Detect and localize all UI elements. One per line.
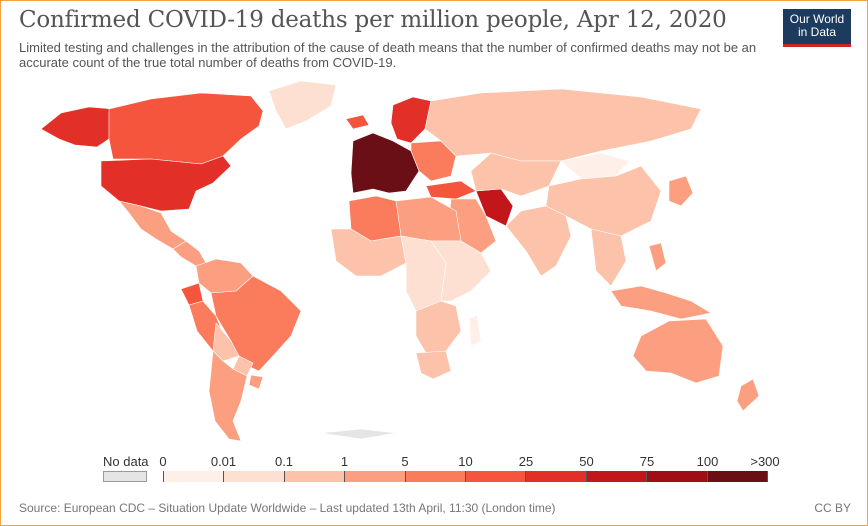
region-japan-korea[interactable] [668,175,694,207]
region-indonesia[interactable] [610,285,712,320]
legend-bin-3[interactable] [345,471,406,482]
chart-subtitle: Limited testing and challenges in the at… [19,40,757,70]
region-south-asia[interactable] [505,205,572,277]
region-madagascar[interactable] [468,314,482,347]
legend-bin-5[interactable] [466,471,527,482]
region-australia[interactable] [632,318,724,384]
region-philippines[interactable] [648,242,667,272]
region-canada[interactable] [108,92,264,165]
region-uruguay[interactable] [248,374,264,390]
legend-tick-2: 0.1 [274,454,294,469]
legend-nodata-label: No data [103,454,149,469]
legend-nodata-swatch [103,471,147,482]
legend-tick-7: 50 [579,454,594,469]
legend-tick-1: 0.01 [210,454,237,469]
region-turkey[interactable] [425,180,477,200]
legend-tick-10: >300 [750,454,780,469]
region-southeast-asia[interactable] [590,228,627,287]
region-antarctic[interactable] [320,428,397,440]
legend-bin-7[interactable] [586,471,648,482]
region-greenland[interactable] [268,80,337,130]
legend-bin-1[interactable] [224,471,285,482]
legend-bin-8[interactable] [647,471,708,482]
region-chile-argentina[interactable] [208,350,248,442]
region-western-europe[interactable] [350,132,420,194]
region-alaska[interactable] [40,106,114,148]
legend-bin-9[interactable] [707,471,769,482]
legend-tick-0: 0 [159,454,167,469]
legend-bin-4[interactable] [405,471,467,482]
license-label[interactable]: CC BY [814,501,851,515]
owid-logo[interactable]: Our World in Data [783,9,851,47]
region-iceland[interactable] [345,114,370,130]
chart-title: Confirmed COVID-19 deaths per million pe… [19,7,727,33]
region-east-africa[interactable] [430,240,492,302]
region-scandinavia[interactable] [390,96,432,144]
region-south-africa[interactable] [415,350,452,380]
legend-color-bar [163,471,769,482]
region-new-zealand[interactable] [736,378,760,412]
logo-line-1: Our World [789,12,845,26]
logo-line-2: in Data [797,25,837,39]
legend-bin-2[interactable] [284,471,346,482]
region-russia[interactable] [424,88,702,162]
legend-tick-9: 100 [696,454,719,469]
region-brazil[interactable] [210,275,302,372]
legend-bin-6[interactable] [526,471,587,482]
region-bolivia[interactable] [212,322,240,362]
legend-bin-0[interactable] [163,471,225,482]
legend-tick-8: 75 [639,454,655,469]
source-note[interactable]: Source: European CDC – Situation Update … [19,501,556,515]
legend-tick-6: 25 [518,454,534,469]
legend-tick-3: 1 [340,454,349,469]
region-southern-africa[interactable] [415,300,462,354]
legend-tick-4: 5 [401,454,409,469]
legend-tick-5: 10 [458,454,473,469]
region-mongolia[interactable] [560,152,630,180]
region-central-asia[interactable] [470,152,562,197]
